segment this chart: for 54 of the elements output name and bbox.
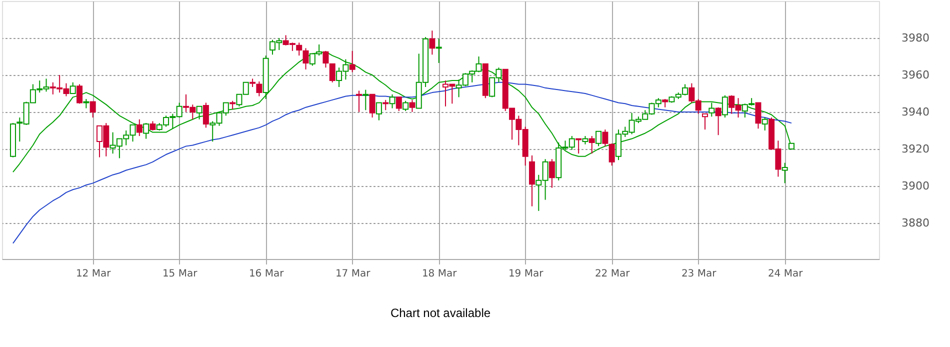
y-tick-label: 3980 bbox=[902, 31, 930, 44]
y-tick-label: 3940 bbox=[902, 105, 930, 118]
candlestick bbox=[196, 106, 202, 120]
candlestick bbox=[402, 100, 409, 112]
candlestick bbox=[349, 50, 356, 73]
candlestick bbox=[376, 102, 382, 121]
candlestick bbox=[596, 130, 602, 147]
candlestick bbox=[409, 99, 416, 112]
candlestick bbox=[329, 63, 336, 83]
candlestick bbox=[762, 117, 768, 131]
candlestick bbox=[396, 96, 402, 112]
x-tick-label: 19 Mar bbox=[508, 268, 544, 280]
candlestick bbox=[362, 89, 369, 111]
candlestick bbox=[755, 102, 762, 130]
candlestick bbox=[76, 84, 83, 104]
candlestick bbox=[702, 113, 708, 130]
candlestick bbox=[722, 94, 728, 118]
candlestick bbox=[70, 82, 76, 94]
y-tick-label: 3920 bbox=[902, 142, 930, 156]
candlestick bbox=[322, 50, 329, 68]
text: Chart not available bbox=[390, 306, 491, 320]
candlestick bbox=[143, 122, 150, 140]
candlestick bbox=[389, 94, 396, 109]
y-tick-label: 3900 bbox=[902, 179, 930, 192]
x-tick-label: 17 Mar bbox=[335, 268, 372, 280]
candlestick bbox=[715, 106, 722, 136]
candlestick bbox=[782, 162, 788, 184]
candlestick bbox=[608, 142, 615, 166]
y-tick-label: 3880 bbox=[902, 216, 930, 230]
x-tick-label: 15 Mar bbox=[162, 268, 198, 280]
candlestick bbox=[90, 101, 96, 118]
x-tick-label: 22 Mar bbox=[594, 268, 631, 280]
candlestick bbox=[436, 38, 442, 64]
candlestick bbox=[548, 158, 555, 188]
candlestick bbox=[602, 129, 608, 147]
candlestick bbox=[588, 136, 595, 154]
candlestick bbox=[382, 99, 389, 111]
candlestick bbox=[202, 102, 209, 128]
x-tick-label: 24 Mar bbox=[768, 268, 804, 280]
candlestick bbox=[356, 90, 362, 112]
candlestick bbox=[429, 30, 436, 56]
line-series bbox=[12, 82, 792, 244]
candlestick bbox=[296, 42, 302, 56]
x-tick-label: 23 Mar bbox=[681, 268, 718, 280]
x-tick-label: 12 Mar bbox=[76, 268, 112, 280]
x-tick-label: 18 Mar bbox=[422, 268, 458, 280]
x-tick-label: 16 Mar bbox=[248, 268, 285, 280]
candlestick bbox=[708, 102, 715, 118]
candlestick bbox=[369, 94, 376, 118]
candlestick bbox=[150, 120, 156, 131]
candlestick bbox=[136, 118, 142, 137]
candlestick bbox=[528, 154, 535, 207]
y-tick-label: 3960 bbox=[902, 68, 930, 82]
candlestick bbox=[302, 48, 309, 70]
